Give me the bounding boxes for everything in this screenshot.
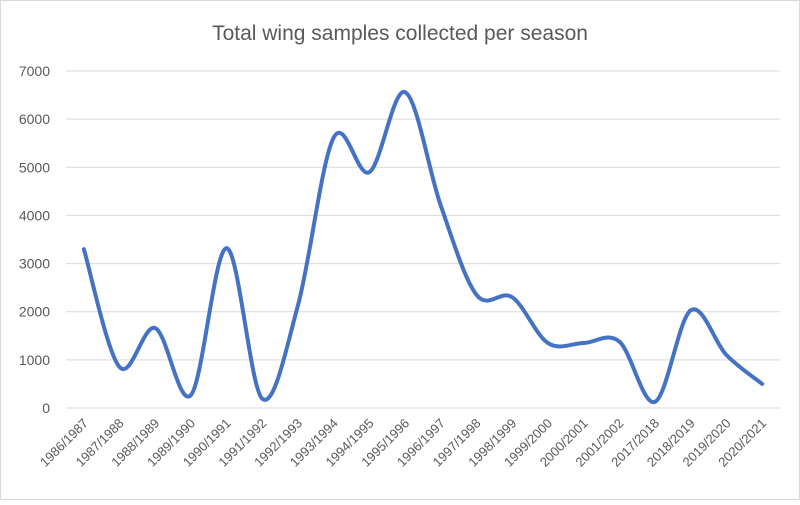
y-tick-label: 7000 xyxy=(19,63,50,79)
series-line xyxy=(81,90,765,404)
y-tick-label: 4000 xyxy=(19,207,50,223)
y-tick-label: 0 xyxy=(42,400,50,416)
chart-title: Total wing samples collected per season xyxy=(212,22,588,45)
y-tick-label: 3000 xyxy=(19,256,50,272)
y-tick-label: 2000 xyxy=(19,304,50,320)
y-tick-label: 6000 xyxy=(19,111,50,127)
y-tick-label: 5000 xyxy=(19,159,50,175)
y-tick-label: 1000 xyxy=(19,352,50,368)
